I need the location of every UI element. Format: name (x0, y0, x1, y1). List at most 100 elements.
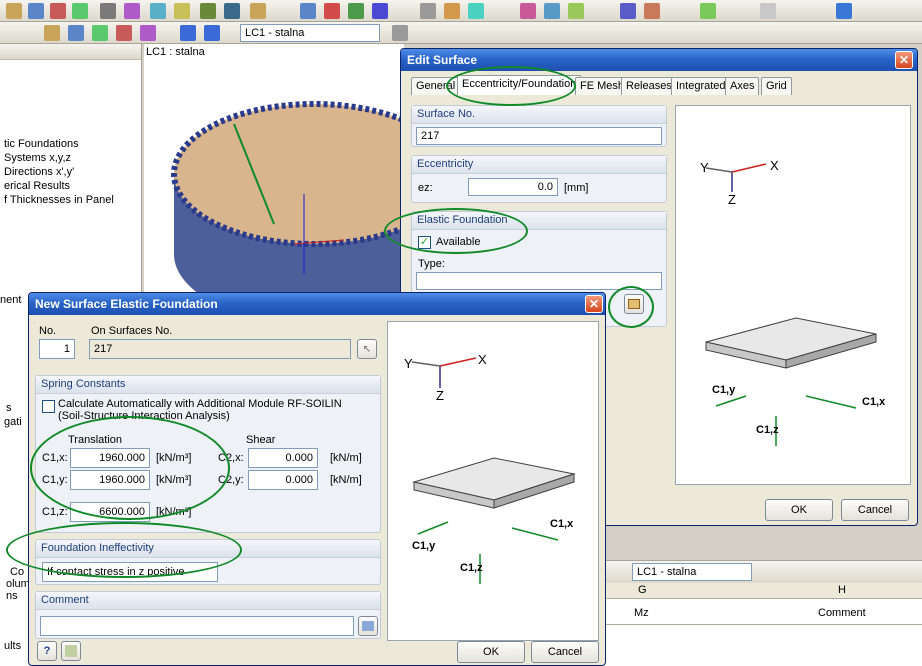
toolbar-icon[interactable] (644, 3, 660, 19)
surface-no-label: Surface No. (412, 106, 666, 124)
no-value: 1 (63, 343, 70, 355)
toolbar-icon[interactable] (760, 3, 776, 19)
col-g-header: G (638, 584, 647, 596)
highlight-tab-annotation (446, 66, 576, 106)
toolbar-icon[interactable] (620, 3, 636, 19)
toolbar-icon[interactable] (420, 3, 436, 19)
nav-item[interactable]: Systems x,y,z (4, 152, 72, 164)
comment-input[interactable] (40, 616, 354, 636)
auto-calc-checkbox[interactable] (42, 400, 55, 413)
table-header-row: G H (594, 583, 922, 599)
close-icon[interactable]: ✕ (585, 295, 603, 313)
toolbar-icon[interactable] (392, 25, 408, 41)
toolbar-icon[interactable] (50, 3, 66, 19)
tab-grid[interactable]: Grid (761, 77, 792, 95)
table-header-row: Mz Comment (594, 599, 922, 625)
tab-axes[interactable]: Axes (725, 77, 760, 95)
ez-value: 0.0 (537, 181, 553, 193)
foundation-diagram-panel: X Y Z C1,x C1,y C1,z (675, 105, 911, 485)
tab-fe-mesh[interactable]: FE Mesh (575, 77, 630, 95)
nav-item[interactable]: gati (4, 416, 22, 428)
units-icon (65, 645, 77, 657)
highlight-spring-annotation (30, 416, 230, 520)
edit-cancel-button[interactable]: Cancel (841, 499, 909, 521)
toolbar-icon[interactable] (100, 3, 116, 19)
nav-item[interactable]: ults (4, 640, 22, 652)
tab-releases[interactable]: Releases (621, 77, 677, 95)
toolbar-icon[interactable] (72, 3, 88, 19)
nav-item[interactable]: s (6, 402, 12, 414)
model-viewport[interactable]: LC1 : stalna (144, 44, 404, 304)
toolbar-icon[interactable] (180, 25, 196, 41)
elastic-c1y: C1,y (412, 540, 436, 552)
nav-item[interactable]: tic Foundations (4, 138, 79, 150)
toolbar-icon[interactable] (520, 3, 536, 19)
toolbar-icon[interactable] (224, 3, 240, 19)
nav-item[interactable]: f Thicknesses in Panel (4, 194, 114, 206)
close-icon[interactable]: ✕ (895, 51, 913, 69)
toolbar-icon[interactable] (348, 3, 364, 19)
c2x-input[interactable]: 0.000 (248, 448, 318, 468)
toolbar-icon[interactable] (174, 3, 190, 19)
nav-item[interactable]: erical Results (4, 180, 71, 192)
ez-label: ez: (418, 182, 433, 194)
nav-item[interactable]: olum (6, 578, 30, 590)
edit-ok-button[interactable]: OK (765, 499, 833, 521)
toolbar-icon[interactable] (544, 3, 560, 19)
toolbar-icon[interactable] (324, 3, 340, 19)
table-loadcase-select[interactable]: LC1 - stalna (632, 563, 752, 581)
toolbar-icon[interactable] (124, 3, 140, 19)
table-toolbar: LC1 - stalna (594, 561, 922, 583)
pick-surface-button[interactable]: ↖ (357, 339, 377, 359)
shear-label: Shear (246, 434, 276, 446)
toolbar-icon[interactable] (116, 25, 132, 41)
toolbar-icon[interactable] (568, 3, 584, 19)
nav-item[interactable]: ns (6, 590, 18, 602)
table-loadcase: LC1 - stalna (637, 566, 697, 578)
no-input[interactable]: 1 (39, 339, 75, 359)
type-label: Type: (418, 258, 445, 270)
toolbar-icon[interactable] (68, 25, 84, 41)
elastic-c1z: C1,z (460, 562, 483, 574)
col-comment: Comment (818, 607, 866, 619)
spring-constants-label: Spring Constants (36, 376, 380, 394)
toolbar-icon[interactable] (468, 3, 484, 19)
nav-item[interactable]: Co (10, 566, 25, 578)
elastic-axis-x: X (478, 352, 487, 367)
toolbar-icon[interactable] (250, 3, 266, 19)
elastic-cancel-button[interactable]: Cancel (531, 641, 599, 663)
surface-no-input[interactable]: 217 (416, 127, 662, 145)
tab-integrated[interactable]: Integrated (671, 77, 731, 95)
toolbar-icon[interactable] (444, 3, 460, 19)
help-icon: ? (43, 645, 51, 657)
col-h-header: H (838, 584, 846, 596)
help-button[interactable]: ? (37, 641, 57, 661)
units-button[interactable] (61, 641, 81, 661)
toolbar-icon[interactable] (200, 3, 216, 19)
c1y-diagram-label: C1,y (712, 384, 736, 396)
elastic-ok-button[interactable]: OK (457, 641, 525, 663)
highlight-ineffectivity-annotation (6, 522, 242, 578)
toolbar-icon[interactable] (28, 3, 44, 19)
toolbar-icon[interactable] (204, 25, 220, 41)
ez-input[interactable]: 0.0 (468, 178, 558, 196)
loadcase-select[interactable]: LC1 - stalna (240, 24, 380, 42)
results-table: LC1 - stalna G H Mz Comment (594, 560, 922, 666)
elastic-c1x: C1,x (550, 518, 574, 530)
toolbar-icon[interactable] (300, 3, 316, 19)
toolbar-icon[interactable] (140, 25, 156, 41)
toolbar-icon[interactable] (700, 3, 716, 19)
c2y-input[interactable]: 0.000 (248, 470, 318, 490)
type-select[interactable] (416, 272, 662, 290)
toolbar-icon[interactable] (44, 25, 60, 41)
toolbar-icon[interactable] (92, 25, 108, 41)
toolbar-icon[interactable] (6, 3, 22, 19)
toolbar-icon[interactable] (372, 3, 388, 19)
nav-item[interactable]: nent (0, 294, 22, 306)
comment-library-button[interactable] (358, 616, 378, 636)
nav-item[interactable]: Directions x',y' (4, 166, 75, 178)
toolbar-icon[interactable] (836, 3, 852, 19)
on-surfaces-input[interactable]: 217 (89, 339, 351, 359)
plate-diagram (705, 163, 877, 446)
toolbar-icon[interactable] (150, 3, 166, 19)
